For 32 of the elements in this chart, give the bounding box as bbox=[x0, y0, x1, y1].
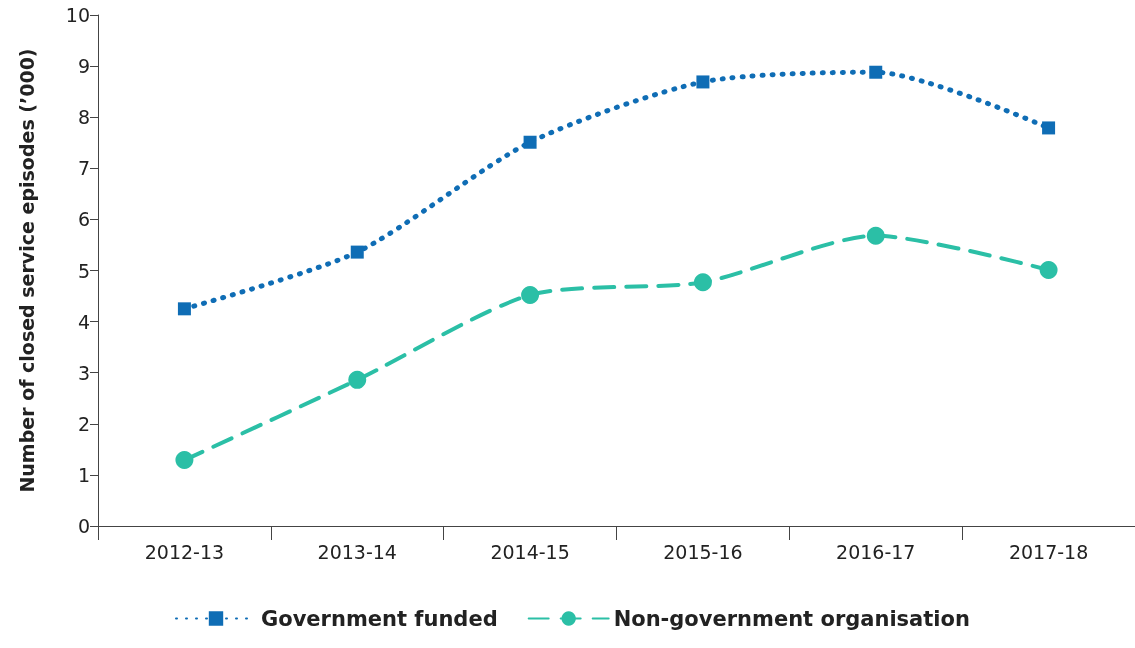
y-tick-label: 8 bbox=[77, 106, 90, 129]
point bbox=[348, 370, 367, 389]
x-tick-label: 2015-16 bbox=[663, 540, 743, 563]
x-tick-label: 2013-14 bbox=[317, 540, 397, 563]
x-tick-label: 2016-17 bbox=[836, 540, 916, 563]
point bbox=[1039, 260, 1058, 279]
x-tick-label: 2012-13 bbox=[144, 540, 225, 563]
y-tick-label: 5 bbox=[77, 259, 90, 282]
x-tick-label: 2017-18 bbox=[1008, 540, 1089, 563]
point bbox=[1042, 121, 1056, 135]
y-tick-label: 9 bbox=[77, 55, 90, 78]
point bbox=[175, 451, 194, 470]
y-tick-label: 6 bbox=[77, 208, 90, 231]
y-tick-label: 2 bbox=[77, 412, 90, 435]
point bbox=[866, 226, 885, 245]
point bbox=[350, 245, 364, 259]
point bbox=[521, 286, 540, 305]
y-tick-label: 0 bbox=[77, 515, 90, 537]
point bbox=[523, 135, 537, 149]
x-tick-label: 2014-15 bbox=[490, 540, 570, 563]
y-tick-label: 7 bbox=[77, 157, 90, 180]
y-axis-title: Number of closed service episodes (’000) bbox=[15, 48, 38, 493]
point bbox=[696, 75, 710, 89]
y-tick-label: 4 bbox=[77, 310, 90, 333]
y-tick-label: 10 bbox=[65, 4, 90, 26]
legend-label: Non-government organisation bbox=[613, 606, 970, 631]
point bbox=[177, 302, 191, 316]
y-tick-label: 1 bbox=[77, 463, 90, 486]
y-tick-label: 3 bbox=[77, 361, 90, 384]
point bbox=[693, 273, 712, 292]
legend-label: Government funded bbox=[261, 606, 498, 631]
point bbox=[869, 65, 883, 79]
